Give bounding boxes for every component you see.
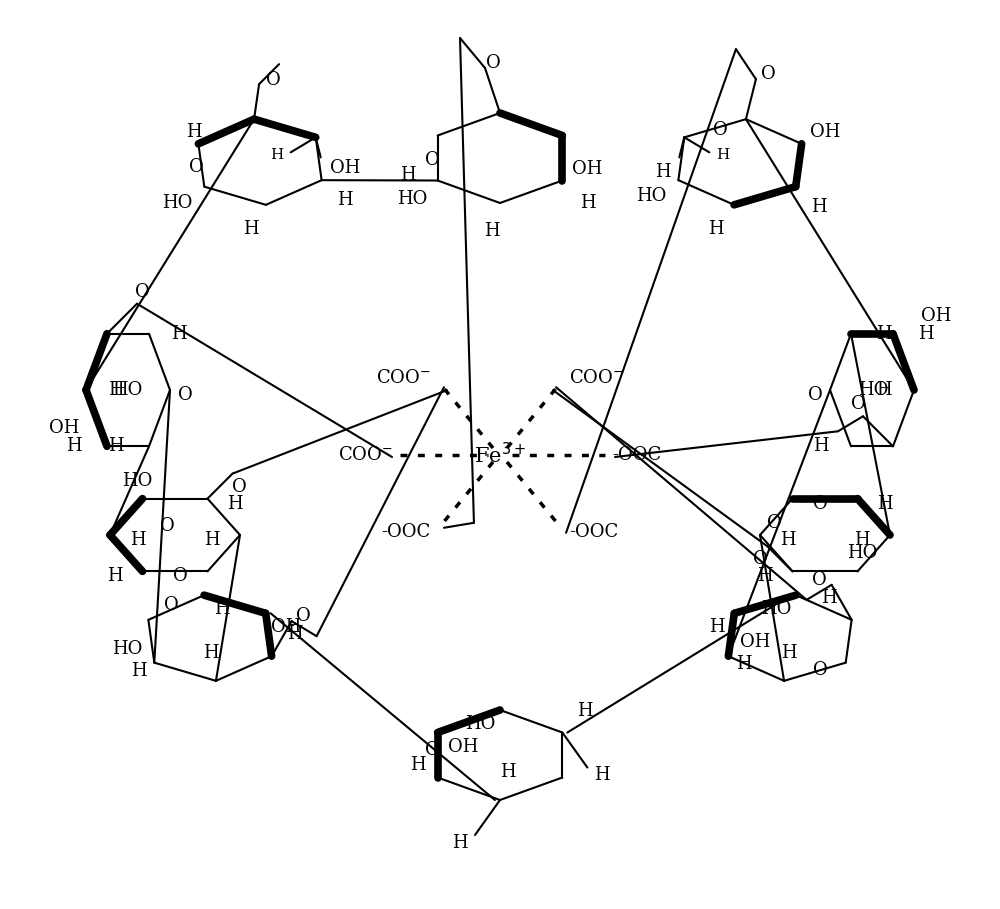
Text: O: O (164, 596, 179, 614)
Text: OH: OH (271, 618, 301, 636)
Text: OH: OH (740, 634, 771, 651)
Text: H: H (655, 164, 670, 181)
Text: COO$^{-}$: COO$^{-}$ (338, 446, 393, 464)
Text: O: O (713, 121, 727, 139)
Text: O: O (266, 71, 280, 89)
Text: -OOC: -OOC (382, 523, 431, 541)
Text: H: H (107, 567, 122, 585)
Text: H: H (577, 702, 593, 720)
Text: HO: HO (858, 381, 888, 399)
Text: H: H (452, 834, 468, 852)
Text: O: O (486, 54, 500, 72)
Text: H: H (811, 197, 826, 215)
Text: O: O (296, 607, 311, 625)
Text: H: H (400, 166, 416, 185)
Text: H: H (876, 325, 892, 343)
Text: HO: HO (761, 600, 791, 618)
Text: O: O (813, 661, 827, 679)
Text: OH: OH (49, 419, 79, 437)
Text: H: H (204, 531, 220, 549)
Text: O: O (761, 65, 775, 83)
Text: O: O (808, 386, 822, 404)
Text: H: H (66, 437, 82, 455)
Text: H: H (781, 644, 797, 662)
Text: H: H (186, 123, 201, 141)
Text: O: O (767, 514, 782, 532)
Text: H: H (287, 625, 302, 644)
Text: -OOC: -OOC (569, 523, 618, 541)
Text: COO$^{-}$: COO$^{-}$ (569, 369, 624, 387)
Text: H: H (130, 531, 146, 549)
Text: H: H (595, 766, 610, 784)
Text: H: H (780, 531, 796, 549)
Text: H: H (108, 381, 124, 399)
Text: O: O (189, 158, 204, 176)
Text: H: H (813, 437, 829, 455)
Text: OH: OH (572, 159, 603, 177)
Text: H: H (709, 618, 724, 636)
Text: HO: HO (636, 187, 666, 205)
Text: H: H (918, 325, 934, 343)
Text: H: H (854, 531, 870, 549)
Text: H: H (228, 494, 243, 513)
Text: H: H (131, 662, 146, 680)
Text: HO: HO (112, 640, 142, 658)
Text: HO: HO (847, 544, 878, 563)
Text: H: H (500, 763, 516, 781)
Text: H: H (171, 325, 187, 343)
Text: O: O (753, 550, 768, 568)
Text: H: H (203, 644, 219, 662)
Text: H: H (243, 220, 259, 238)
Text: O: O (425, 151, 440, 169)
Text: OH: OH (921, 306, 951, 325)
Text: OH: OH (810, 123, 840, 141)
Text: H: H (821, 589, 837, 607)
Text: H: H (878, 494, 893, 513)
Text: OH: OH (330, 159, 360, 177)
Text: H: H (484, 222, 500, 240)
Text: H: H (736, 655, 752, 674)
Text: O: O (160, 517, 175, 535)
Text: HO: HO (162, 194, 192, 212)
Text: O: O (851, 395, 865, 414)
Text: Fe$^{3+}$: Fe$^{3+}$ (474, 443, 526, 467)
Text: O: O (135, 283, 149, 301)
Text: -OOC: -OOC (612, 446, 661, 464)
Text: COO$^{-}$: COO$^{-}$ (376, 369, 431, 387)
Text: HO: HO (122, 472, 153, 490)
Text: H: H (337, 191, 352, 209)
Text: H: H (757, 567, 772, 585)
Text: H: H (270, 148, 284, 163)
Text: H: H (108, 437, 124, 455)
Text: O: O (812, 571, 827, 589)
Text: OH: OH (448, 737, 478, 755)
Text: HO: HO (397, 189, 428, 207)
Text: H: H (876, 381, 892, 399)
Text: O: O (178, 386, 192, 404)
Text: O: O (812, 494, 827, 513)
Text: HO: HO (465, 715, 495, 733)
Text: H: H (708, 220, 724, 238)
Text: HO: HO (112, 381, 142, 399)
Text: O: O (425, 741, 440, 759)
Text: H: H (580, 194, 596, 212)
Text: H: H (716, 148, 730, 163)
Text: O: O (232, 477, 247, 495)
Text: H: H (214, 600, 230, 618)
Text: H: H (410, 756, 425, 774)
Text: O: O (173, 567, 188, 585)
